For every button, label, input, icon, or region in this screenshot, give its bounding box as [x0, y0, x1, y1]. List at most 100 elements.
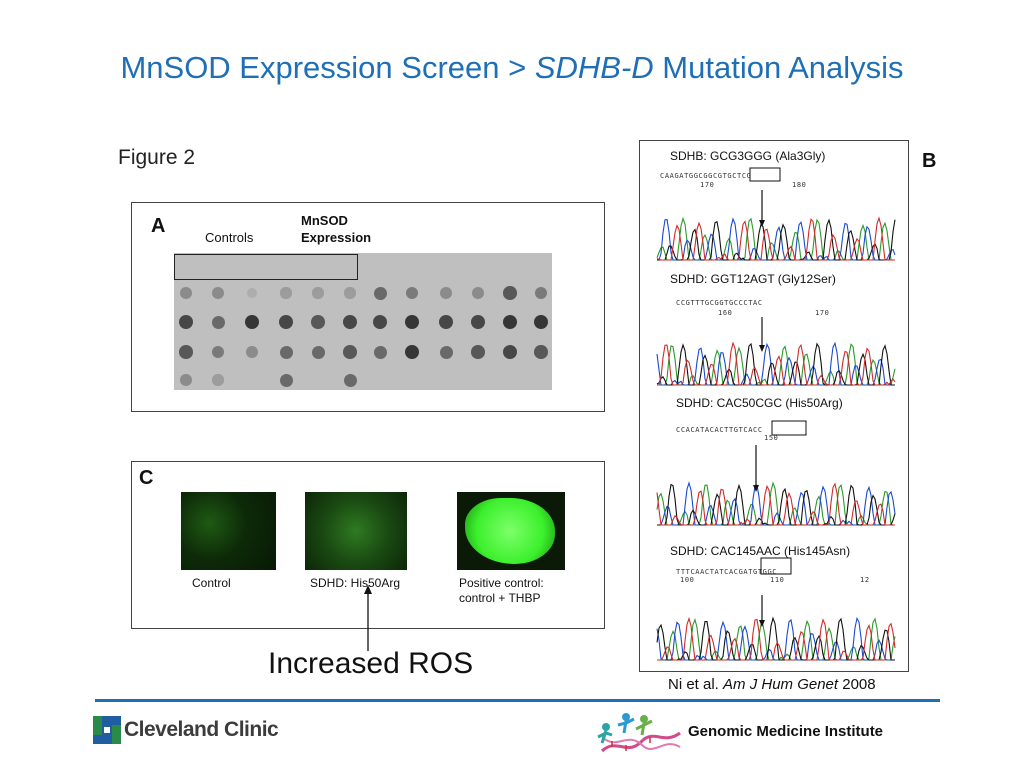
- blot-dot: [471, 345, 485, 359]
- chromatogram-traces: [656, 167, 896, 661]
- micrograph-label-his50arg: SDHD: His50Arg: [310, 576, 401, 590]
- blot-dot: [404, 344, 420, 360]
- mnsod-expression-label: MnSOD Expression: [301, 212, 371, 246]
- footer-rule: [95, 699, 940, 702]
- blot-dot: [533, 314, 549, 330]
- blot-dot: [344, 287, 356, 299]
- blot-dot: [343, 373, 357, 387]
- codon-box: [749, 167, 781, 182]
- blot-dot: [503, 286, 517, 300]
- citation-journal: Am J Hum Genet: [723, 676, 839, 693]
- trace-2-pos-1: 160: [718, 309, 733, 317]
- blot-dot: [244, 314, 260, 330]
- trace-2-title: SDHD: GGT12AGT (Gly12Ser): [670, 272, 836, 286]
- trace-4-sequence: TTTCAACTATCACGATGTGGC: [676, 568, 778, 576]
- chromatogram-trace: [656, 216, 895, 261]
- ros-arrow: [364, 585, 372, 651]
- blot-dot: [343, 345, 357, 359]
- blot-dot: [211, 345, 225, 359]
- increased-ros-label: Increased ROS: [268, 647, 474, 680]
- blot-dot: [180, 374, 192, 386]
- positive-label-line1: Positive control:: [459, 576, 544, 590]
- blot-dot: [472, 287, 484, 299]
- blot-dot: [312, 287, 324, 299]
- title-suffix: Mutation Analysis: [653, 50, 904, 85]
- blot-dot: [246, 346, 258, 358]
- chromatogram-trace: [656, 341, 895, 386]
- genomic-medicine-institute-logo-text: Genomic Medicine Institute: [688, 723, 884, 740]
- controls-label: Controls: [205, 230, 254, 245]
- trace-1-pos-2: 180: [792, 181, 807, 189]
- blot-dot: [279, 373, 293, 387]
- blot-dot: [180, 287, 192, 299]
- chromatogram-trace: [656, 616, 895, 661]
- blot-dot: [311, 345, 325, 359]
- blot-dot: [211, 315, 225, 329]
- blot-dot: [438, 314, 454, 330]
- citation-authors: Ni et al.: [668, 676, 724, 693]
- blot-dot: [502, 344, 518, 360]
- trace-3-pos-1: 150: [764, 434, 779, 442]
- codon-box: [771, 420, 807, 436]
- blot-dot: [373, 286, 387, 300]
- blot-dot: [246, 287, 258, 299]
- panel-c-label: C: [139, 467, 154, 489]
- blot-dot: [534, 286, 548, 300]
- blot-dot: [502, 314, 518, 330]
- blot-dot: [278, 314, 294, 330]
- title-prefix: MnSOD Expression Screen >: [120, 50, 535, 85]
- blot-dot: [439, 345, 453, 359]
- figure-label: Figure 2: [118, 146, 196, 169]
- trace-1-sequence: CAAGATGGCGGCGTGCTCG: [660, 172, 752, 180]
- blot-dot: [279, 345, 293, 359]
- trace-2-sequence: CCGTTTGCGGTGCCCTAC: [676, 299, 763, 307]
- panel-a-label: A: [151, 215, 166, 237]
- chromatogram-trace: [657, 341, 896, 386]
- trace-4-pos-2: 110: [770, 576, 785, 584]
- trace-2-pos-2: 170: [815, 309, 830, 317]
- micrograph-control: [181, 492, 276, 570]
- blot-dot: [212, 287, 224, 299]
- blot-dot: [373, 345, 387, 359]
- chromatogram-trace: [657, 217, 896, 261]
- trace-1-pos-1: 170: [700, 181, 715, 189]
- trace-4-pos-1: 100: [680, 576, 695, 584]
- blot-dot: [372, 314, 388, 330]
- blot-dot: [212, 374, 224, 386]
- trace-3-title: SDHD: CAC50CGC (His50Arg): [676, 396, 843, 410]
- blot-dot: [534, 345, 548, 359]
- mutation-arrow-head: [759, 620, 765, 627]
- micrograph-label-control: Control: [192, 576, 231, 590]
- mnsod-label-line2: Expression: [301, 230, 372, 245]
- micrograph-positive-control: [457, 492, 565, 570]
- chromatogram-trace: [657, 481, 896, 526]
- chromatogram-trace: [656, 482, 895, 526]
- blot-dot: [440, 287, 452, 299]
- mutation-arrow-head: [759, 220, 765, 227]
- cleveland-clinic-logo-text: Cleveland Clinic: [124, 718, 279, 741]
- codon-box: [760, 557, 792, 575]
- slide-title: MnSOD Expression Screen > SDHB-D Mutatio…: [0, 50, 1024, 86]
- positive-label-line2: control + THBP: [459, 591, 541, 605]
- blot-dot: [178, 314, 194, 330]
- micrograph-label-positive: Positive control: control + THBP: [459, 576, 544, 606]
- blot-dot: [404, 314, 420, 330]
- citation-year: 2008: [838, 676, 876, 693]
- trace-4-pos-3: 12: [860, 576, 870, 584]
- mutation-arrow-head: [759, 345, 765, 352]
- genomic-medicine-institute-logo-icon: [597, 713, 681, 753]
- controls-box: [174, 254, 358, 280]
- blot-dot: [470, 314, 486, 330]
- title-gene: SDHB-D: [534, 50, 654, 85]
- panel-b-label: B: [922, 150, 937, 172]
- chromatogram-trace: [657, 616, 896, 661]
- trace-4-title: SDHD: CAC145AAC (His145Asn): [670, 544, 851, 558]
- trace-3-sequence: CCACATACACTTGTCACC: [676, 426, 763, 434]
- micrograph-his50arg: [305, 492, 407, 570]
- blot-dot: [179, 345, 193, 359]
- blot-dot: [342, 314, 358, 330]
- trace-1-title: SDHB: GCG3GGG (Ala3Gly): [670, 149, 826, 163]
- mutation-arrow-head: [753, 485, 759, 492]
- blot-dot: [280, 287, 292, 299]
- dot-blot-image: [174, 253, 552, 390]
